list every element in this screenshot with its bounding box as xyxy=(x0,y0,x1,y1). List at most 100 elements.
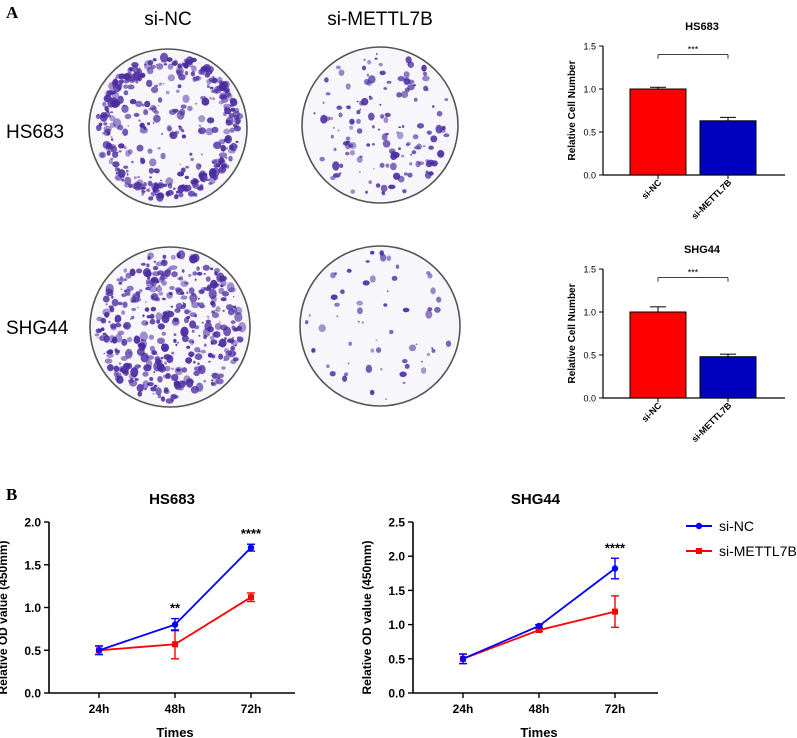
colony-spot xyxy=(194,347,201,353)
colony-spot xyxy=(330,134,334,139)
colony-spot xyxy=(142,314,145,318)
point-si-mettl7b xyxy=(248,594,254,601)
colony-spot xyxy=(153,371,156,374)
colony-spot xyxy=(158,291,164,296)
colony-spot xyxy=(180,291,185,295)
line-legend: si-NC si-METTL7B xyxy=(686,518,797,559)
colony-spot xyxy=(356,100,359,103)
colony-spot xyxy=(208,182,213,185)
colony-spot xyxy=(212,97,215,101)
colony-spot xyxy=(133,176,137,180)
colony-spot xyxy=(108,159,113,165)
colony-spot xyxy=(178,74,186,81)
colony-spot xyxy=(190,386,199,394)
colony-spot xyxy=(154,356,161,362)
colony-spot xyxy=(156,193,164,203)
colony-spot xyxy=(206,284,212,291)
point-si-mettl7b xyxy=(536,627,542,634)
colony-spot xyxy=(127,125,130,127)
colony-spot xyxy=(124,113,132,120)
colony-spot xyxy=(356,300,364,306)
colony-spot xyxy=(342,375,348,382)
colony-spot xyxy=(357,307,363,315)
y-axis-label: Relative Cell Number xyxy=(567,60,578,160)
colony-spot xyxy=(138,289,143,293)
colony-spot xyxy=(147,60,154,66)
colony-spot xyxy=(332,161,340,171)
colony-spot xyxy=(195,102,198,105)
colony-spot xyxy=(161,132,164,136)
colony-spot xyxy=(220,297,227,302)
colony-spot xyxy=(117,168,121,172)
colony-spot xyxy=(120,81,123,84)
colony-spot xyxy=(185,56,194,66)
colony-spot xyxy=(334,272,337,275)
colony-spot xyxy=(225,164,230,169)
colony-spot xyxy=(173,380,181,390)
colony-spot xyxy=(319,156,325,162)
colony-spot xyxy=(156,354,159,355)
colony-spot xyxy=(121,310,126,315)
colony-spot xyxy=(126,336,133,343)
colony-spot xyxy=(135,80,139,84)
colony-spot xyxy=(196,266,200,270)
colony-spot xyxy=(311,348,316,353)
colony-spot xyxy=(436,296,442,303)
colony-spot xyxy=(130,315,135,320)
colony-spot xyxy=(185,381,189,385)
colony-spot xyxy=(108,305,114,309)
colony-spot xyxy=(415,343,418,345)
colony-spot xyxy=(445,340,452,347)
colony-spot xyxy=(152,271,160,277)
colony-spot xyxy=(213,141,222,150)
colony-spot xyxy=(105,288,112,294)
colony-spot xyxy=(397,175,405,183)
colony-spot xyxy=(152,195,155,198)
colony-spot xyxy=(416,143,422,150)
colony-spot xyxy=(209,96,212,100)
colony-spot xyxy=(127,84,135,90)
colony-spot xyxy=(224,337,227,340)
colony-spot xyxy=(192,76,198,82)
sig-label: **** xyxy=(605,540,626,555)
colony-spot xyxy=(173,317,179,323)
y-tick-label: 0.0 xyxy=(388,687,405,701)
colony-spot xyxy=(396,92,402,98)
y-tick-label: 0.0 xyxy=(583,171,596,181)
x-tick-label: si-NC xyxy=(640,177,664,201)
colony-spot xyxy=(160,52,169,63)
x-axis-label: Times xyxy=(520,725,557,738)
colony-spot xyxy=(100,327,105,332)
colony-spot xyxy=(123,289,128,293)
colony-spot xyxy=(386,255,392,262)
colony-spot xyxy=(104,111,111,116)
colony-spot xyxy=(189,152,193,156)
colony-spot xyxy=(199,164,202,167)
colony-spot xyxy=(144,100,151,108)
colony-spot xyxy=(140,74,145,78)
colony-spot xyxy=(221,366,226,370)
colony-spot xyxy=(169,131,175,137)
colony-spot xyxy=(131,160,134,164)
colony-spot xyxy=(384,398,388,400)
colony-spot xyxy=(111,336,118,344)
colony-spot xyxy=(233,351,237,356)
colony-spot xyxy=(185,165,190,169)
colony-spot xyxy=(379,70,386,76)
colony-spot xyxy=(146,315,151,319)
colony-spot xyxy=(147,382,154,387)
colony-spot xyxy=(226,282,235,293)
colony-spot xyxy=(152,266,159,271)
colony-spot xyxy=(106,142,112,150)
colony-spot xyxy=(104,105,109,112)
colony-spot xyxy=(136,179,144,186)
colony-spot xyxy=(213,331,221,338)
colony-spot xyxy=(147,122,151,126)
colony-spot xyxy=(155,312,163,321)
colony-spot xyxy=(112,90,117,95)
colony-spot xyxy=(156,183,165,189)
colony-spot xyxy=(175,343,178,347)
colony-spot xyxy=(336,315,339,317)
chart-title: SHG44 xyxy=(684,244,721,256)
colony-spot xyxy=(143,126,147,130)
